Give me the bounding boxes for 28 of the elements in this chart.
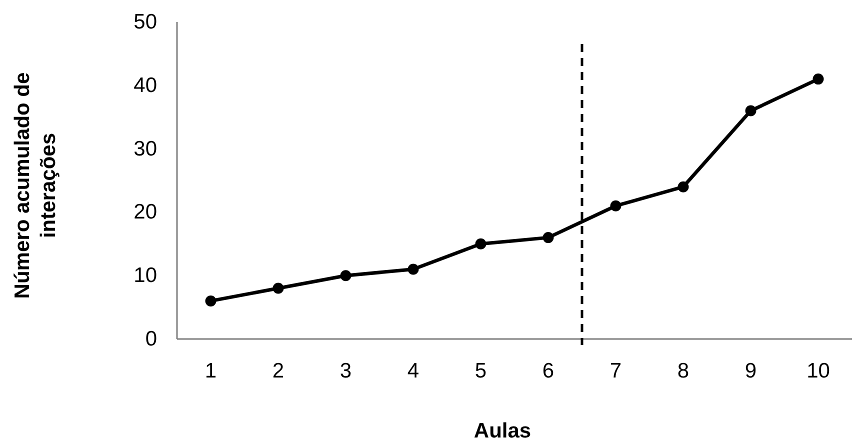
point: [610, 200, 622, 212]
x-tick-label: 1: [204, 360, 217, 382]
y-tick-label: 50: [134, 10, 157, 34]
x-tick-label: 7: [610, 360, 622, 382]
point: [542, 232, 554, 244]
point: [272, 282, 284, 294]
x-axis-title: Aulas: [474, 420, 532, 442]
point: [340, 270, 352, 282]
x-tick-label: 10: [806, 360, 830, 382]
point: [408, 264, 419, 275]
y-tick-label: 30: [134, 137, 157, 160]
x-tick-label: 4: [407, 360, 420, 382]
x-tick-label: 2: [272, 360, 284, 382]
y-tick-label: 0: [145, 328, 157, 350]
x-tick-label: 6: [542, 360, 554, 382]
point: [205, 295, 216, 306]
y-tick-label: 10: [134, 264, 157, 288]
point: [678, 181, 689, 192]
point: [475, 238, 486, 250]
point: [812, 74, 824, 85]
y-tick-label: 20: [134, 200, 157, 224]
x-tick-label: 9: [744, 360, 757, 382]
y-tick-label: 40: [134, 74, 157, 97]
point: [745, 105, 756, 116]
y-axis-title: Número acumulado de interações: [11, 72, 60, 299]
x-tick-label: 3: [340, 360, 352, 382]
x-tick-label: 8: [677, 360, 690, 382]
x-tick-label: 5: [474, 360, 487, 382]
